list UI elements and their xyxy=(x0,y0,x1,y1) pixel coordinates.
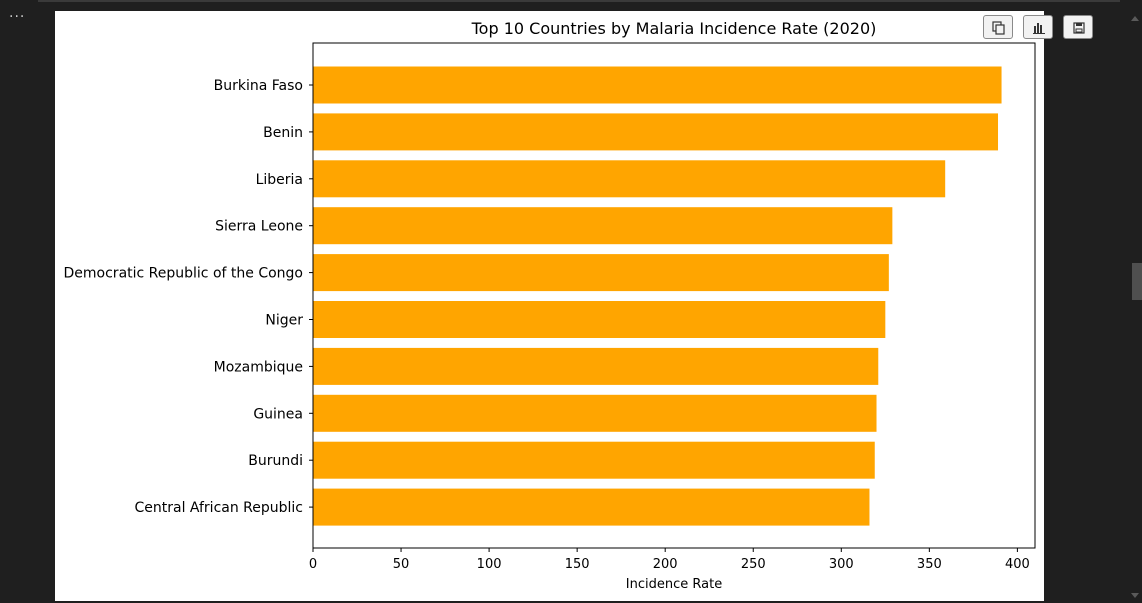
y-tick-label-6: Mozambique xyxy=(214,359,303,375)
copy-icon xyxy=(992,21,1005,35)
scroll-up-icon[interactable] xyxy=(1131,16,1139,21)
x-tick-label-0: 0 xyxy=(309,557,317,572)
bar-9 xyxy=(313,488,870,526)
scroll-thumb[interactable] xyxy=(1132,263,1142,300)
bar-0 xyxy=(313,66,1002,104)
plot-area-frame xyxy=(312,42,1036,549)
bar-chart: Top 10 Countries by Malaria Incidence Ra… xyxy=(64,19,1036,592)
x-tick-label-8: 400 xyxy=(1005,557,1030,572)
x-tick-label-7: 350 xyxy=(917,557,942,572)
copy-button[interactable] xyxy=(983,15,1013,39)
cell-output: Top 10 Countries by Malaria Incidence Ra… xyxy=(55,11,1093,601)
y-tick-label-4: Democratic Republic of the Congo xyxy=(64,266,303,282)
x-tick-label-4: 200 xyxy=(653,557,678,572)
vertical-scrollbar[interactable] xyxy=(1128,12,1142,602)
save-icon xyxy=(1073,22,1085,34)
y-tick-label-9: Central African Republic xyxy=(134,500,303,516)
bar-8 xyxy=(313,441,875,479)
bar-1 xyxy=(313,113,999,151)
x-axis-label: Incidence Rate xyxy=(626,577,722,592)
y-tick-label-3: Sierra Leone xyxy=(215,219,303,235)
bar-5 xyxy=(313,301,886,338)
bar-3 xyxy=(313,207,893,245)
x-tick-label-2: 100 xyxy=(477,557,502,572)
x-tick-label-6: 300 xyxy=(829,557,854,572)
y-tick-label-5: Niger xyxy=(265,313,303,329)
x-tick-label-5: 250 xyxy=(741,557,766,572)
chart-view-button[interactable] xyxy=(1023,15,1053,39)
cell-menu-button[interactable]: ··· xyxy=(9,9,26,25)
y-tick-label-7: Guinea xyxy=(253,406,303,422)
save-button[interactable] xyxy=(1063,15,1093,39)
cell-top-border xyxy=(38,0,1120,2)
y-tick-label-0: Burkina Faso xyxy=(214,78,303,94)
bar-7 xyxy=(313,394,877,432)
chart-icon xyxy=(1033,23,1045,34)
y-tick-label-8: Burundi xyxy=(248,453,303,469)
y-tick-label-2: Liberia xyxy=(256,172,303,188)
x-tick-label-1: 50 xyxy=(393,557,410,572)
x-tick-label-3: 150 xyxy=(565,557,590,572)
chart-title: Top 10 Countries by Malaria Incidence Ra… xyxy=(471,19,877,38)
bar-4 xyxy=(313,254,889,292)
y-tick-label-1: Benin xyxy=(263,125,303,141)
bar-2 xyxy=(313,160,946,198)
scroll-down-icon[interactable] xyxy=(1131,593,1139,598)
bar-6 xyxy=(313,347,879,385)
